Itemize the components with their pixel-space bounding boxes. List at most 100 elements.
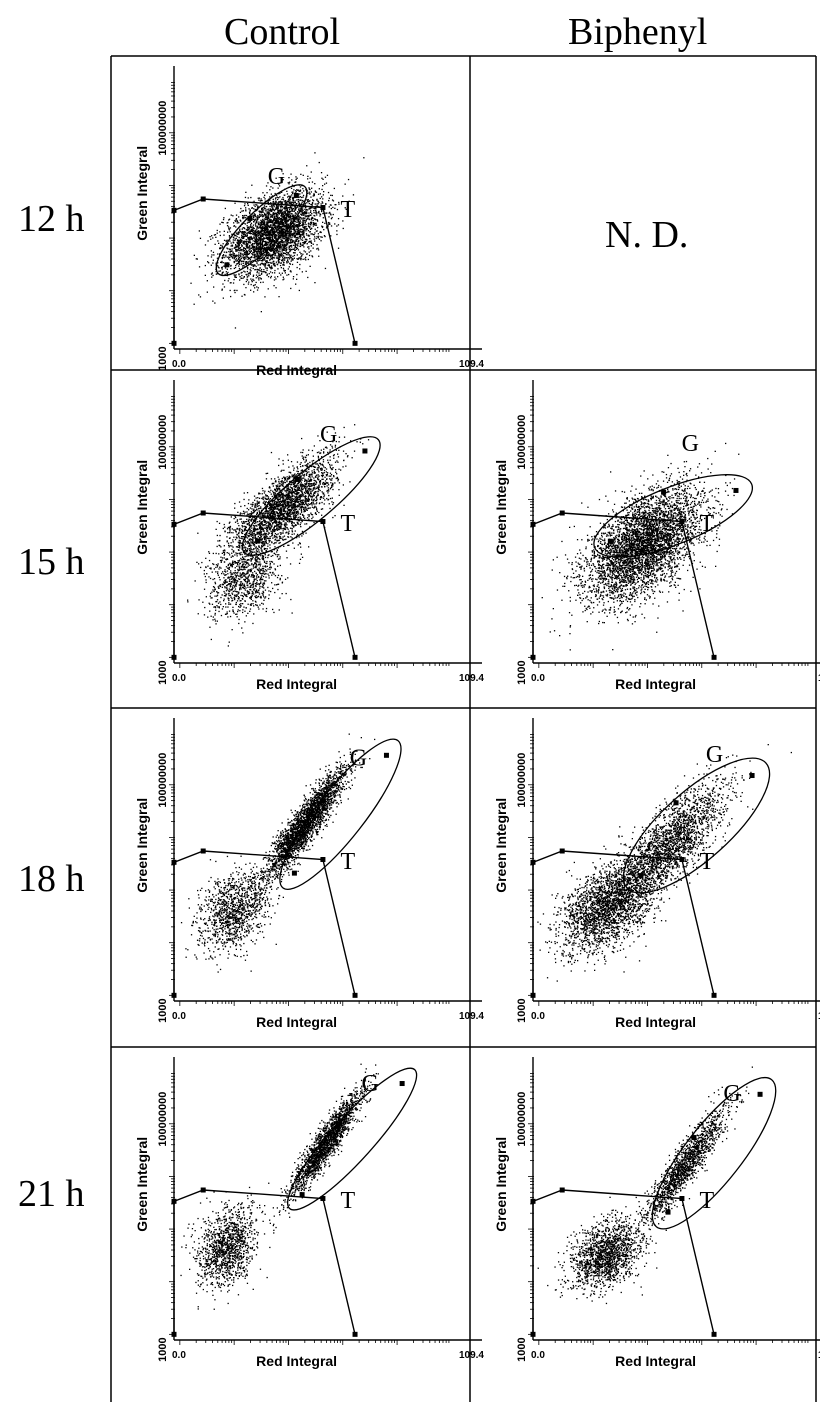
gate-t-vertex <box>559 1187 565 1193</box>
gate-t-vertex <box>352 992 358 998</box>
gate-g-handle <box>607 538 613 544</box>
gate-t-vertex <box>679 857 685 862</box>
gate-t-vertex <box>171 521 177 527</box>
scatter-panel-15h-biphenyl: 1000 100000000 0.0 109.4 Red Integral Green I… <box>493 380 820 692</box>
scatter-points <box>537 1066 753 1305</box>
gate-g-handle <box>224 262 230 268</box>
gate-t-vertex <box>679 519 685 524</box>
row-header-21h: 21 h <box>18 1172 85 1216</box>
gate-g-ellipse <box>279 738 402 890</box>
y-tick-label-max: 100000000 <box>157 101 169 156</box>
y-axis-label: Green Integral <box>134 146 150 241</box>
x-tick-label-max: 109.4 <box>459 1011 484 1022</box>
gate-g-handle <box>291 870 297 876</box>
column-header-biphenyl: Biphenyl <box>568 10 707 54</box>
axis-ticks <box>169 396 450 668</box>
gate-g-handle <box>757 1091 763 1097</box>
gate-g-ellipse <box>593 474 754 558</box>
gate-t-vertex <box>530 521 536 527</box>
x-tick-label-max: 109.4 <box>459 359 484 370</box>
gate-t-vertex <box>530 1198 536 1204</box>
y-axis-label: Green Integral <box>134 460 150 555</box>
gate-t-vertex <box>559 848 565 854</box>
gate-t-vertex <box>320 1196 326 1201</box>
gate-t-vertex <box>171 1198 177 1204</box>
gate-t-vertex <box>200 196 206 202</box>
gate-t-polygon <box>173 1189 356 1335</box>
gate-t-vertex <box>711 1331 717 1337</box>
gate-t-label: T <box>699 1188 714 1214</box>
gate-t-label: T <box>699 511 714 537</box>
gate-g-handle <box>733 487 739 493</box>
panel-grid-lines <box>110 55 817 1402</box>
gate-t-vertex <box>171 654 177 660</box>
gate-t-vertex <box>171 1331 177 1337</box>
gate-t-vertex <box>171 340 177 346</box>
y-tick-label-max: 100000000 <box>516 1092 528 1147</box>
x-axis-label: Red Integral <box>615 1014 696 1030</box>
x-tick-label-min: 0.0 <box>531 1350 545 1361</box>
scatter-panel-18h-biphenyl: 1000 100000000 0.0 109.4 Red Integral Green I… <box>493 718 820 1030</box>
gate-t-label: T <box>340 197 355 223</box>
x-axis-label: Red Integral <box>615 1353 696 1369</box>
y-tick-label-min: 1000 <box>516 998 528 1022</box>
gate-g-handle <box>399 1081 405 1087</box>
y-tick-label-min: 1000 <box>157 998 169 1022</box>
x-axis-label: Red Integral <box>256 1353 337 1369</box>
y-tick-label-max: 100000000 <box>157 1092 169 1147</box>
gate-t-vertex <box>352 654 358 660</box>
x-tick-label-min: 0.0 <box>172 359 186 370</box>
y-tick-label-max: 100000000 <box>157 753 169 808</box>
x-axis-label: Red Integral <box>615 676 696 692</box>
gate-t-vertex <box>559 510 565 516</box>
gate-g-handle <box>661 489 667 495</box>
gate-t-vertex <box>200 510 206 516</box>
x-axis-label: Red Integral <box>256 1014 337 1030</box>
gate-t-vertex <box>200 1187 206 1193</box>
gate-t-vertex <box>320 205 326 210</box>
gate-t-label: T <box>340 511 355 537</box>
gate-g-label: G <box>723 1081 740 1107</box>
gate-g-handle <box>691 1135 697 1141</box>
gate-g-handle <box>247 215 253 221</box>
y-axis-label: Green Integral <box>134 798 150 893</box>
gate-g-handle <box>299 1192 305 1198</box>
gate-t-vertex <box>530 992 536 998</box>
gate-t-vertex <box>530 859 536 865</box>
gate-t-vertex <box>200 848 206 854</box>
x-tick-label-max: 109.4 <box>818 1011 820 1022</box>
y-tick-label-max: 100000000 <box>157 415 169 470</box>
scatter-points <box>187 424 370 647</box>
scatter-points <box>180 733 376 973</box>
gate-t-vertex <box>171 207 177 213</box>
axis-ticks <box>528 396 809 668</box>
gate-g-ellipse <box>622 757 771 894</box>
gate-t-vertex <box>530 654 536 660</box>
x-tick-label-max: 109.4 <box>818 1350 820 1361</box>
y-axis-label: Green Integral <box>134 1137 150 1232</box>
y-tick-label-min: 1000 <box>516 1337 528 1361</box>
scatter-points <box>537 744 792 982</box>
gate-g-label: G <box>682 431 699 457</box>
gate-g-handle <box>362 448 368 454</box>
gate-t-vertex <box>711 992 717 998</box>
scatter-panel-18h-control: 1000 100000000 0.0 109.4 Red Integral Green I… <box>134 718 484 1030</box>
gate-t-vertex <box>171 992 177 998</box>
x-tick-label-max: 109.4 <box>818 673 820 684</box>
x-axis-label: Red Integral <box>256 362 337 378</box>
gate-g-handle <box>293 192 299 198</box>
scatter-points <box>190 152 365 329</box>
gate-t-label: T <box>340 849 355 875</box>
y-axis-label: Green Integral <box>493 1137 509 1232</box>
x-tick-label-min: 0.0 <box>172 1350 186 1361</box>
x-tick-label-min: 0.0 <box>172 673 186 684</box>
gate-g-label: G <box>268 164 285 190</box>
y-tick-label-min: 1000 <box>157 660 169 684</box>
gate-t-vertex <box>320 857 326 862</box>
y-tick-label-min: 1000 <box>157 346 169 370</box>
axis-ticks <box>169 734 450 1006</box>
scatter-points <box>180 1063 379 1310</box>
gate-t-vertex <box>679 1196 685 1201</box>
scatter-panel-12h-control: 1000 100000000 0.0 109.4 Red Integral Green I… <box>134 66 484 378</box>
gate-g-label: G <box>362 1071 379 1097</box>
